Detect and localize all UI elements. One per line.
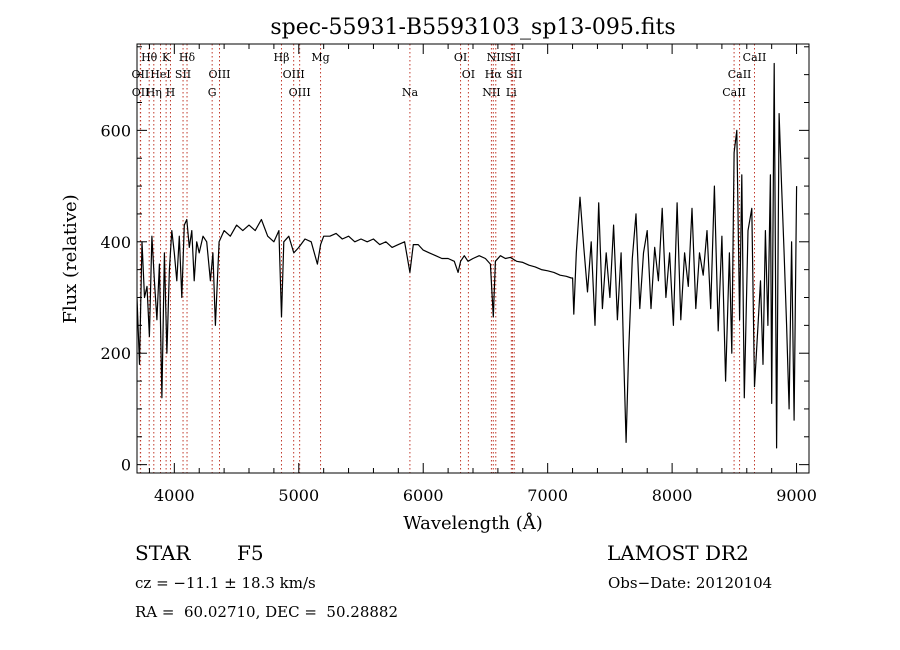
marker-label: Hα — [485, 68, 503, 81]
y-axis-label: Flux (relative) — [60, 194, 81, 323]
x-tick-label: 7000 — [527, 486, 568, 505]
marker-label: Hβ — [274, 51, 290, 64]
marker-label: H — [166, 86, 176, 99]
marker-label: OI — [462, 68, 475, 81]
y-tick-label: 0 — [121, 456, 131, 475]
x-tick-label: 5000 — [278, 486, 319, 505]
y-tick-label: 200 — [100, 344, 131, 363]
marker-label: G — [208, 86, 217, 99]
marker-label: CaII — [722, 86, 746, 99]
y-tick-label: 600 — [100, 121, 131, 140]
survey-name: LAMOST DR2 — [607, 541, 749, 565]
marker-label: Na — [402, 86, 419, 99]
marker-label: OIII — [208, 68, 230, 81]
marker-label: NII — [487, 51, 505, 64]
marker-label: NII — [482, 86, 500, 99]
marker-label: HeI — [150, 68, 170, 81]
marker-label: OI — [454, 51, 467, 64]
object-class: STAR — [135, 541, 191, 565]
marker-label: SII — [175, 68, 191, 81]
axis-ticks: 4000 5000 6000 7000 8000 9000 0 200 400 600 — [100, 44, 817, 505]
marker-label: Hδ — [179, 51, 196, 64]
spectrum-series — [137, 62, 798, 449]
x-tick-label: 4000 — [154, 486, 195, 505]
marker-label: Hθ — [141, 51, 158, 64]
marker-label: Hη — [146, 86, 162, 99]
y-tick-label: 400 — [100, 233, 131, 252]
redshift-line: cz = −11.1 ± 18.3 km/s — [135, 574, 316, 592]
marker-label: OIII — [283, 68, 305, 81]
obs-date-line: Obs−Date: 20120104 — [608, 574, 773, 592]
spectrum-line — [137, 62, 798, 449]
marker-label: K — [162, 51, 171, 64]
x-axis-label: Wavelength (Å) — [403, 512, 543, 534]
x-tick-label: 6000 — [403, 486, 444, 505]
x-tick-label: 8000 — [652, 486, 693, 505]
marker-label: Li — [506, 86, 517, 99]
marker-label: CaII — [743, 51, 767, 64]
marker-label: OIII — [289, 86, 311, 99]
chart-title: spec-55931-B5593103_sp13-095.fits — [270, 15, 675, 40]
emission-line-markers — [139, 44, 755, 473]
marker-label: OII — [132, 86, 150, 99]
spectral-subclass: F5 — [237, 541, 264, 565]
spectrum-chart: spec-55931-B5593103_sp13-095.fits Flux (… — [60, 15, 817, 534]
x-tick-label: 9000 — [776, 486, 817, 505]
marker-label: Mg — [311, 51, 329, 64]
marker-label: CaII — [728, 68, 752, 81]
marker-label: SII — [506, 68, 522, 81]
coordinates-line: RA = 60.02710, DEC = 50.28882 — [135, 603, 399, 621]
marker-label: SII — [504, 51, 520, 64]
